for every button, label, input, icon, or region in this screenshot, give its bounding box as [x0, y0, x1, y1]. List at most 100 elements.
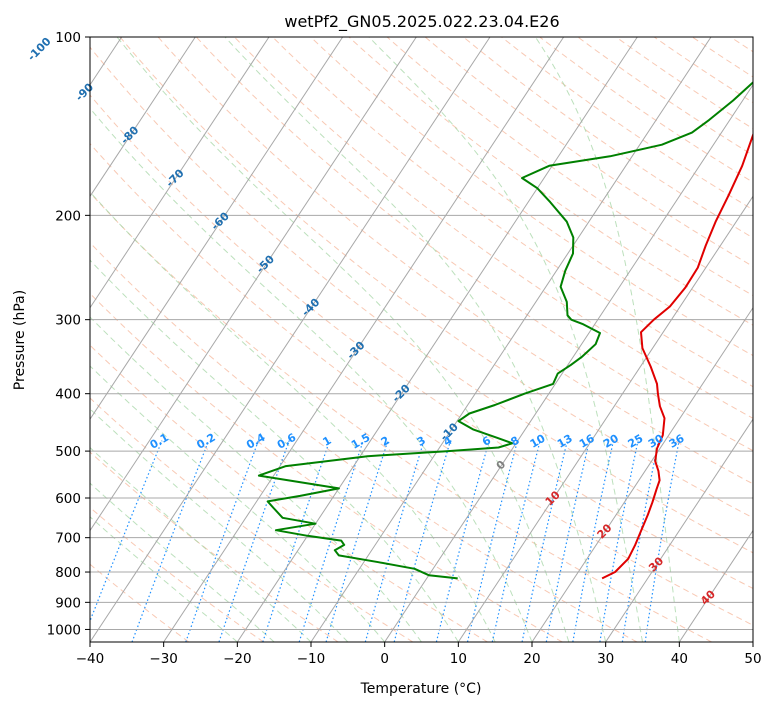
dry-adiabat [348, 37, 753, 326]
isotherm-label: -30 [344, 338, 367, 361]
mixing-ratio-line [644, 440, 680, 642]
dry-adiabat [90, 292, 563, 642]
mixing-ratio-line [298, 440, 364, 642]
y-tick-label: 200 [55, 208, 81, 224]
y-tick-label: 1000 [47, 622, 81, 638]
x-tick-label: −40 [76, 651, 105, 667]
moist-adiabat [368, 37, 643, 642]
isotherm-line [752, 641, 753, 642]
chart-title: wetPf2_GN05.2025.022.23.04.E26 [284, 12, 559, 32]
mixing-ratio-line [90, 440, 163, 623]
dry-adiabat [90, 451, 339, 642]
mixing-ratio-line [599, 440, 639, 642]
isotherm-line [90, 37, 270, 309]
isotherm-line [163, 37, 565, 642]
y-tick-label: 400 [55, 387, 81, 403]
isotherm-label: 0 [494, 458, 509, 473]
isotherm-label: 30 [646, 554, 666, 574]
dry-adiabat [692, 37, 753, 78]
mixing-ratio-label: 1 [320, 434, 333, 449]
dry-adiabat [769, 37, 775, 642]
mixing-ratio-line [521, 440, 568, 642]
dry-adiabat [386, 37, 753, 297]
y-tick-label: 900 [55, 595, 81, 611]
mixing-ratio-line [621, 440, 660, 642]
dry-adiabat [234, 37, 753, 419]
moist-adiabat [116, 37, 570, 642]
isotherm-line [678, 529, 753, 642]
isotherm-line [457, 195, 753, 642]
isobar-grid [90, 37, 753, 630]
isotherm-label: -50 [254, 252, 277, 275]
mixing-ratio-line [364, 440, 425, 642]
moist-adiabat [90, 259, 459, 642]
x-tick-label: −10 [297, 651, 326, 667]
moist-adiabat [90, 446, 312, 642]
isotherm-label: -20 [390, 381, 413, 404]
temperature-line [601, 132, 753, 580]
isotherm-label: -80 [118, 123, 141, 146]
mixing-ratio-label: 0.1 [148, 431, 171, 452]
mixing-ratio-label: 8 [508, 434, 521, 449]
isotherm-line [310, 37, 712, 642]
moist-adiabat [90, 191, 496, 642]
moist-adiabat [90, 482, 275, 642]
y-axis: 100 200 300 400 500 600 700 800 900 1000 [47, 30, 90, 638]
y-tick-label: 300 [55, 313, 81, 329]
mixing-ratio-label: 1.5 [349, 431, 372, 452]
mixing-ratio-line [325, 440, 389, 642]
mixing-ratio-label: 0.2 [194, 431, 217, 452]
moist-adiabat [224, 37, 607, 642]
moist-adiabat [90, 316, 422, 642]
x-axis: −40 −30 −20 −10 0 10 20 30 40 50 [76, 642, 762, 667]
isotherm-label: -90 [73, 80, 96, 103]
isotherm-label: 20 [595, 521, 615, 541]
isotherm-label: -60 [209, 209, 232, 232]
mixing-ratio-line [185, 440, 260, 642]
y-tick-label: 600 [55, 491, 81, 507]
mixing-ratio-line [491, 440, 541, 642]
moist-adiabat [90, 408, 349, 642]
mixing-ratio-label: 25 [626, 432, 646, 451]
mixing-ratio-label: 3 [415, 434, 428, 449]
moist-adiabat [534, 37, 680, 642]
mixing-ratio-label: 0.6 [275, 431, 299, 452]
x-tick-label: −30 [149, 651, 178, 667]
isotherm-line [384, 83, 753, 642]
dry-adiabat [90, 506, 264, 642]
y-tick-label: 700 [55, 531, 81, 547]
mixing-ratio-lines [90, 440, 680, 642]
isotherm-grid [90, 37, 753, 642]
isotherm-line [531, 306, 753, 642]
x-tick-label: 0 [380, 651, 389, 667]
dry-adiabat [90, 142, 753, 626]
y-tick-label: 500 [55, 444, 81, 460]
dry-adiabat [501, 37, 753, 211]
mixing-ratio-line [466, 440, 519, 642]
dry-adiabat [90, 46, 753, 554]
dry-adiabat [310, 37, 753, 357]
dry-adiabat [577, 37, 753, 156]
mixing-ratio-line [572, 440, 615, 642]
x-tick-label: 20 [523, 651, 540, 667]
isotherm-line [90, 37, 491, 642]
mixing-ratio-label: 2 [379, 434, 392, 449]
isotherm-line [90, 37, 417, 532]
dry-adiabat [119, 37, 753, 519]
isotherm-label: 40 [698, 587, 718, 607]
isotherm-line [236, 37, 638, 642]
dry-adiabats [90, 37, 775, 642]
isotherm-line [605, 418, 753, 642]
moist-adiabat [90, 365, 386, 642]
x-axis-label: Temperature (°C) [360, 681, 482, 697]
moist-adiabat [90, 516, 238, 642]
isotherm-label: 10 [543, 488, 563, 508]
dry-adiabat [424, 37, 753, 268]
y-tick-label: 100 [55, 30, 81, 46]
isotherm-label: -40 [299, 295, 322, 318]
dry-adiabat [90, 241, 638, 642]
dry-adiabat [653, 37, 753, 104]
dry-adiabat [463, 37, 753, 239]
y-tick-label: 800 [55, 565, 81, 581]
sounding-series [257, 81, 753, 580]
